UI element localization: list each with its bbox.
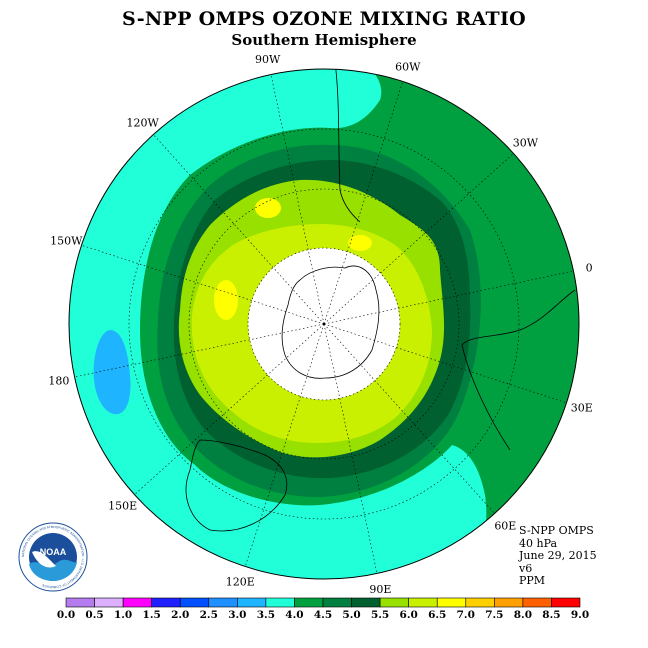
- colorbar-tick-label: 0.0: [57, 609, 75, 621]
- map-title: S-NPP OMPS OZONE MIXING RATIO: [121, 8, 527, 30]
- longitude-label: 90E: [369, 583, 391, 596]
- meridian-line: [323, 323, 378, 574]
- meridian-line: [81, 244, 325, 325]
- longitude-label: 150E: [108, 499, 137, 512]
- map-border: [68, 68, 580, 580]
- colorbar-tick-label: 1.5: [143, 609, 161, 621]
- colorbar-tick-label: 6.5: [428, 609, 446, 621]
- noaa-logo: NOAA NATIONAL OCEANIC AND ATMOSPHERIC AD…: [18, 522, 88, 592]
- longitude-label: 30W: [513, 137, 539, 150]
- colorbar-swatch: [379, 597, 409, 608]
- latitude-circle: [188, 188, 460, 460]
- colorbar-swatch: [465, 597, 495, 608]
- colorbar-swatch: [351, 597, 381, 608]
- latitude-circle: [247, 247, 401, 401]
- region-light-blue: [93, 330, 131, 415]
- colorbar-swatch: [94, 597, 124, 608]
- meridian-line: [244, 323, 325, 567]
- colorbar-swatch: [65, 597, 95, 608]
- info-version: v6: [519, 561, 533, 575]
- south-america-coast: [334, 69, 361, 223]
- africa-coast: [461, 289, 576, 451]
- colorbar-tick-label: 6.0: [400, 609, 418, 621]
- longitude-label: 120E: [226, 576, 255, 589]
- meridian-line: [270, 74, 325, 325]
- colorbar-tick-label: 7.0: [457, 609, 475, 621]
- info-instrument: S-NPP OMPS: [519, 524, 594, 537]
- colorbar-swatches: [65, 597, 581, 608]
- colorbar-swatch: [208, 597, 238, 608]
- pole-dot: [322, 322, 326, 326]
- meridian-line: [74, 323, 325, 378]
- colorbar-swatch: [237, 597, 267, 608]
- colorbar-swatch: [151, 597, 181, 608]
- meridian-line: [153, 134, 325, 325]
- australia-coast: [185, 439, 288, 532]
- colorbar-tick-label: 4.0: [285, 609, 303, 621]
- colorbar-tick-label: 5.0: [342, 609, 360, 621]
- noaa-logo-text: NOAA: [40, 547, 67, 557]
- latitude-circles: [128, 128, 520, 520]
- colorbar-swatch: [322, 597, 352, 608]
- colorbar-tick-label: 8.0: [514, 609, 532, 621]
- meridians: [74, 74, 574, 574]
- info-units: PPM: [519, 574, 546, 588]
- colorbar-tick-label: 7.5: [485, 609, 503, 621]
- colorbar-swatch: [494, 597, 524, 608]
- colorbar-tick-label: 1.0: [114, 609, 132, 621]
- colorbar-swatch: [179, 597, 210, 608]
- colorbar-tick-label: 9.0: [571, 609, 589, 621]
- longitude-labels: 90W 60W 30W 0 30E 60E 90E 120E 150E 180 150W 120W: [48, 53, 592, 596]
- longitude-label: 150W: [50, 234, 83, 247]
- colorbar-swatch: [522, 597, 552, 608]
- colorbar-swatch: [551, 597, 581, 608]
- meridian-line: [134, 323, 325, 495]
- meridian-line: [323, 153, 514, 325]
- colorbar-swatch: [265, 597, 295, 608]
- colorbar-swatch: [294, 597, 324, 608]
- meridian-line: [323, 323, 495, 514]
- info-level: 40 hPa: [519, 536, 558, 550]
- colorbar-tick-label: 0.5: [85, 609, 103, 621]
- longitude-label: 180: [48, 374, 69, 387]
- longitude-label: 120W: [127, 117, 160, 130]
- longitude-label: 30E: [571, 402, 593, 415]
- longitude-label: 0: [586, 262, 593, 275]
- meridian-line: [323, 270, 574, 325]
- colorbar-tick-label: 3.5: [257, 609, 275, 621]
- colorbar-swatch: [436, 597, 467, 608]
- colorbar-tick-label: 5.5: [371, 609, 389, 621]
- longitude-label: 90W: [255, 53, 281, 66]
- colorbar-tick-label: 8.5: [542, 609, 560, 621]
- info-block: S-NPP OMPS 40 hPa June 29, 2015 v6 PPM: [519, 524, 597, 588]
- colorbar-tick-label: 4.5: [314, 609, 332, 621]
- meridian-line: [323, 81, 404, 325]
- colorbar-tick-label: 3.0: [228, 609, 246, 621]
- colorbar-labels: 0.0 0.5 1.0 1.5 2.0 2.5 3.0 3.5 4.0 4.5 5.0 5.5 6.0 6…: [57, 609, 589, 621]
- colorbar-tick-label: 2.5: [200, 609, 218, 621]
- info-date: June 29, 2015: [519, 549, 597, 563]
- ozone-field: [69, 69, 579, 579]
- colorbar-swatch: [408, 597, 438, 608]
- region-yellow-east: [348, 235, 372, 251]
- map-subtitle: Southern Hemisphere: [231, 31, 417, 49]
- longitude-label: 60E: [494, 519, 516, 532]
- latitude-circle: [128, 128, 520, 520]
- longitude-label: 60W: [395, 60, 421, 73]
- colorbar-tick-label: 2.0: [171, 609, 189, 621]
- meridian-line: [323, 323, 567, 404]
- region-yellow-north: [255, 198, 281, 218]
- antarctica-coast: [281, 265, 380, 379]
- colorbar-swatch: [122, 597, 152, 608]
